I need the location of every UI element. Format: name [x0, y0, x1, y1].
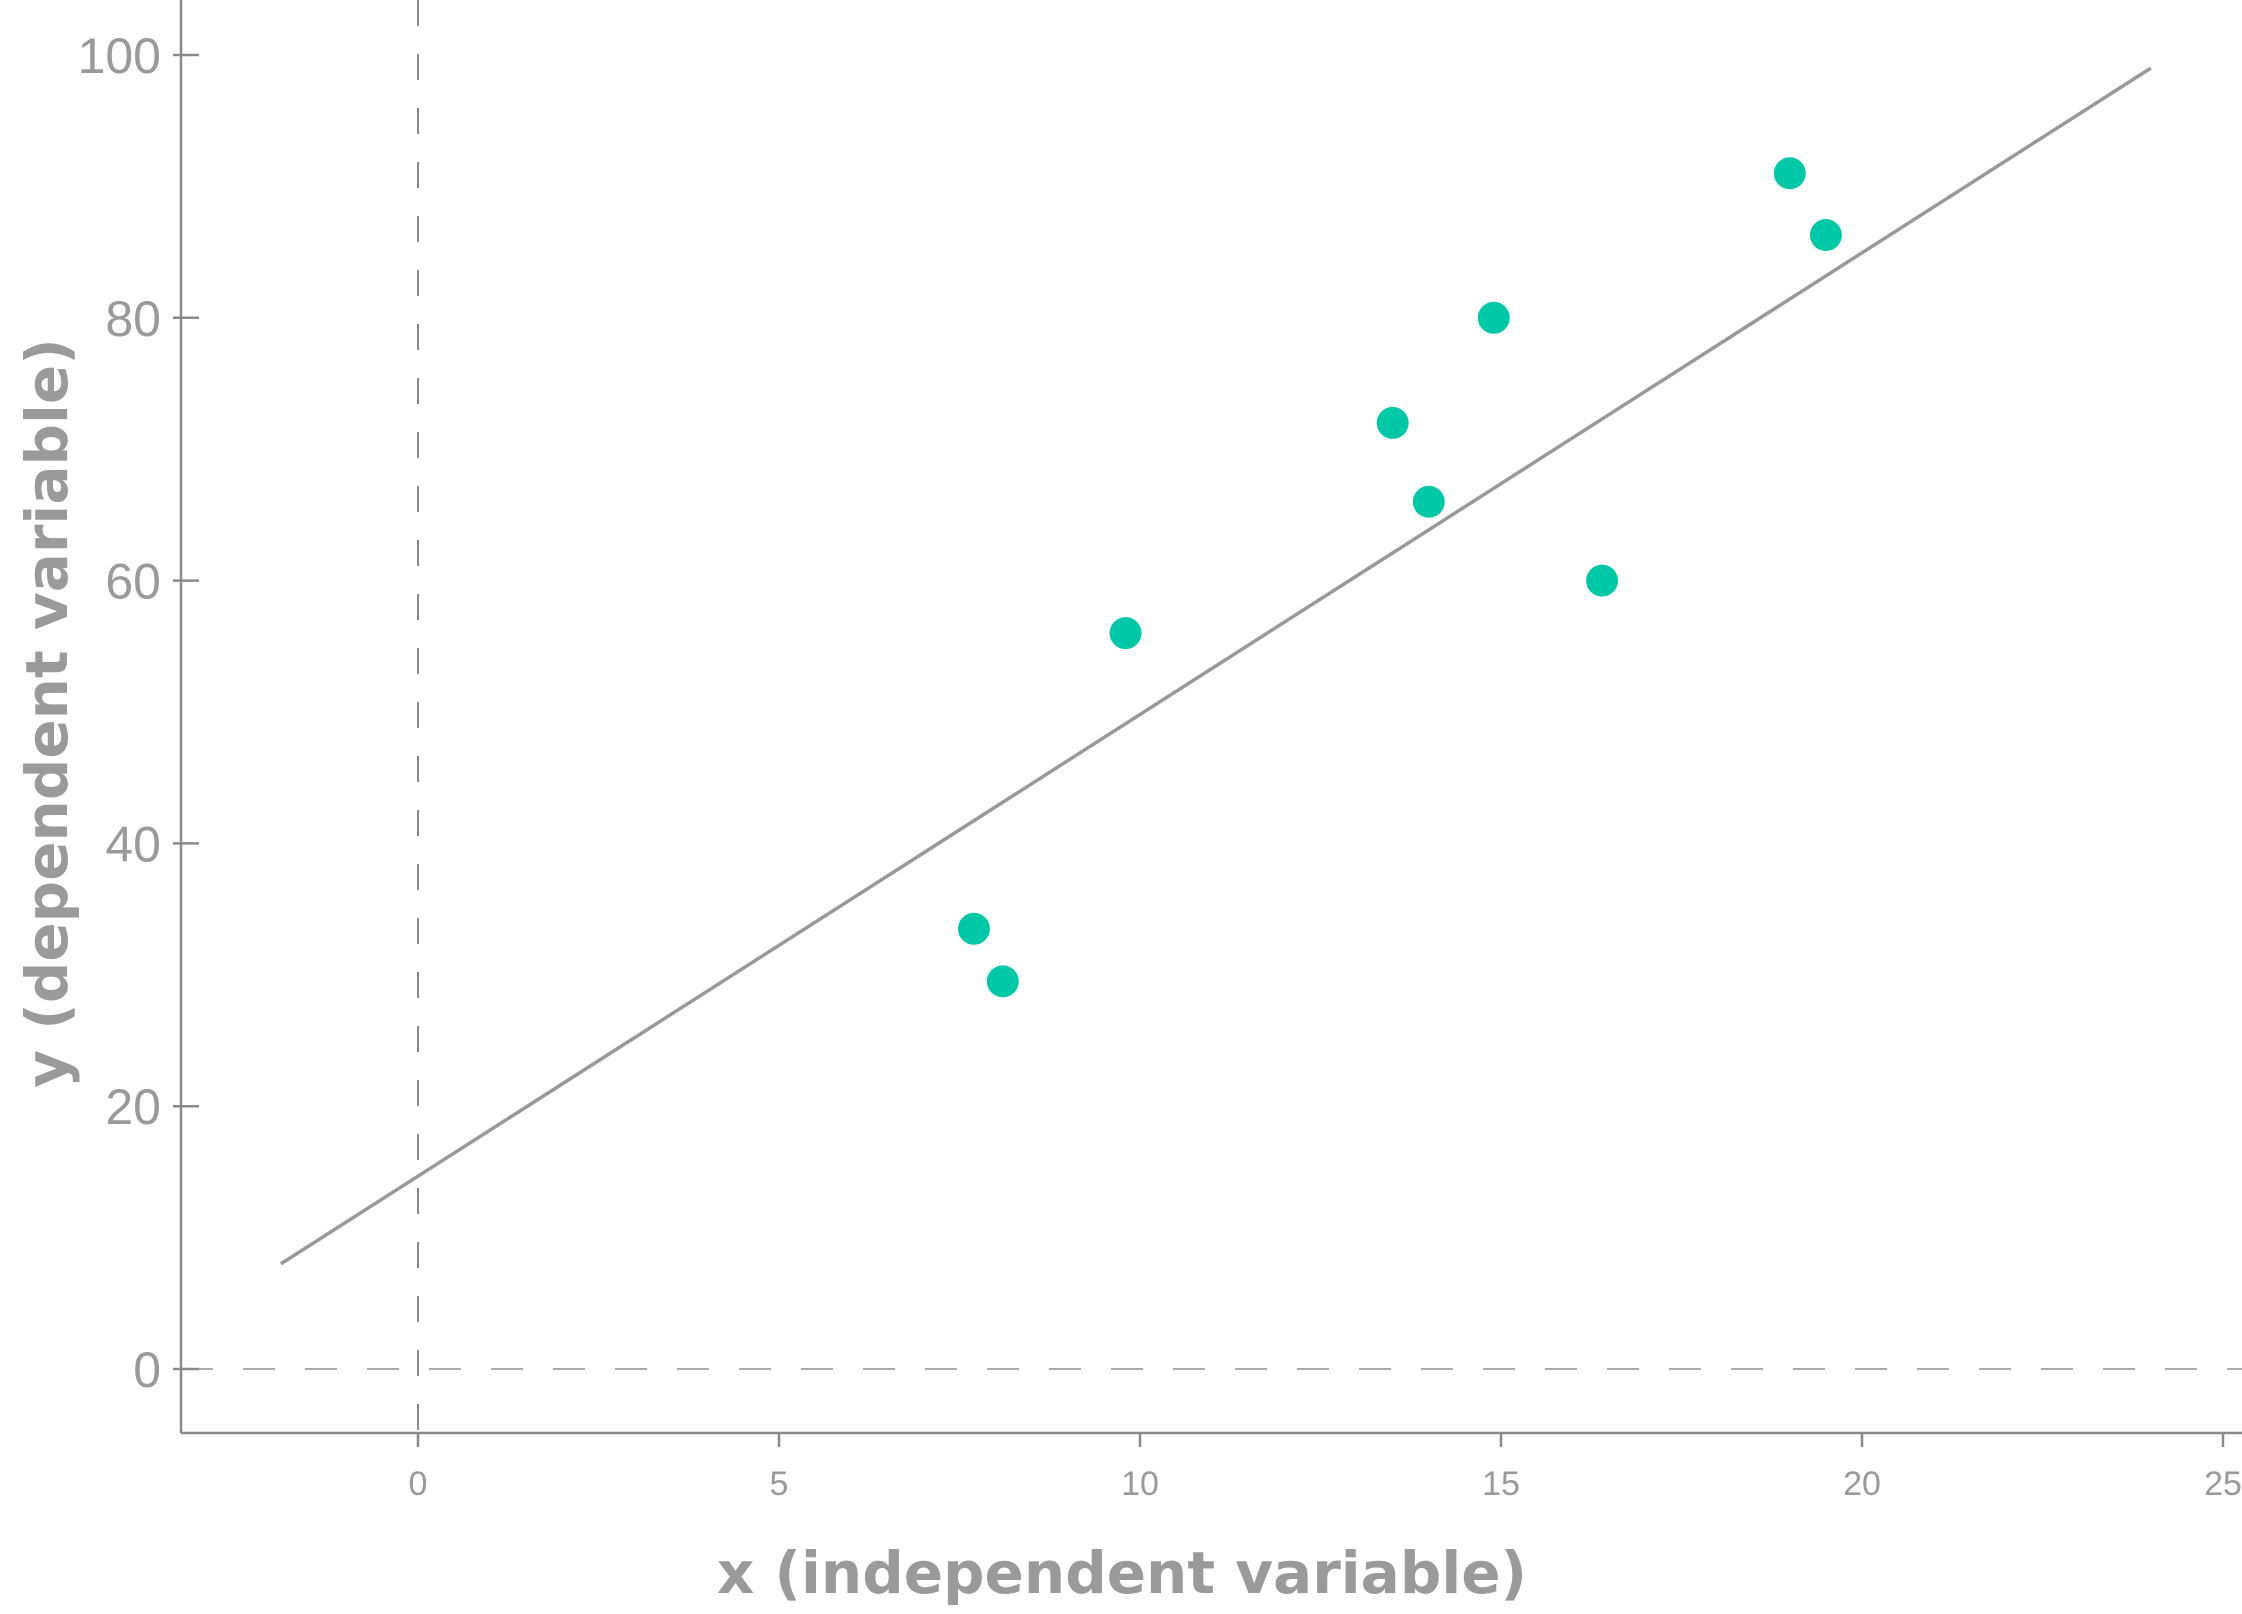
- data-point: [1773, 157, 1806, 190]
- axes: [179, 0, 2242, 1435]
- x-tick-label: 10: [1121, 1465, 1159, 1503]
- y-tick-label: 40: [105, 816, 161, 872]
- data-points: [957, 157, 1842, 998]
- data-point: [1477, 301, 1510, 334]
- x-tick-label: 25: [2204, 1465, 2242, 1503]
- regression-line: [279, 66, 2152, 1266]
- y-tick-label: 20: [105, 1079, 161, 1135]
- x-axis-ticks: 0 5 10 15 20 25: [409, 1433, 2242, 1503]
- x-tick-label: 20: [1843, 1465, 1881, 1503]
- x-tick-label: 15: [1482, 1465, 1520, 1503]
- x-tick-label: 5: [770, 1465, 789, 1503]
- y-axis-title: y (dependent variable): [13, 338, 81, 1087]
- data-point: [1412, 485, 1445, 518]
- y-tick-label: 80: [105, 291, 161, 347]
- y-tick-label: 100: [78, 28, 161, 84]
- y-axis-ticks: 0 20 40 60 80 100: [78, 28, 199, 1398]
- y-tick-label: 60: [105, 554, 161, 610]
- data-point: [1809, 219, 1842, 252]
- data-point: [1586, 564, 1619, 597]
- x-tick-label: 0: [409, 1465, 428, 1503]
- y-tick-label: 0: [133, 1342, 161, 1398]
- data-point: [957, 912, 990, 945]
- regression-line-group: [279, 66, 2152, 1266]
- data-point: [1109, 617, 1142, 650]
- data-point: [1376, 406, 1409, 439]
- data-point: [986, 965, 1019, 998]
- x-axis-title: x (independent variable): [717, 1539, 1527, 1607]
- reference-lines: [181, 0, 2242, 1433]
